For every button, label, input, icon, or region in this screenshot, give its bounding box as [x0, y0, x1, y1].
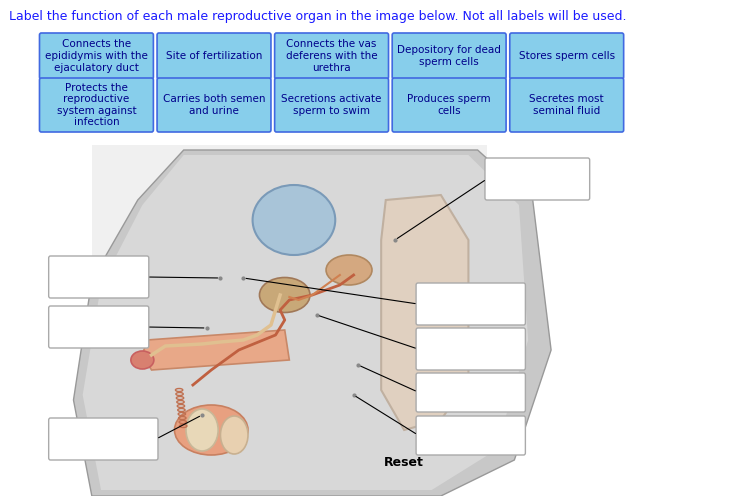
Polygon shape — [74, 150, 551, 496]
FancyBboxPatch shape — [416, 416, 526, 455]
FancyBboxPatch shape — [157, 78, 271, 132]
Text: Produces sperm
cells: Produces sperm cells — [407, 94, 491, 116]
Text: Connects the
epididymis with the
ejaculatory duct: Connects the epididymis with the ejacula… — [45, 39, 148, 72]
Text: Stores sperm cells: Stores sperm cells — [518, 51, 615, 61]
Ellipse shape — [174, 405, 248, 455]
FancyBboxPatch shape — [49, 256, 149, 298]
FancyBboxPatch shape — [274, 33, 388, 79]
FancyBboxPatch shape — [92, 145, 487, 455]
Text: Label the function of each male reproductive organ in the image below. Not all l: Label the function of each male reproduc… — [9, 10, 626, 23]
FancyBboxPatch shape — [274, 78, 388, 132]
Ellipse shape — [131, 351, 154, 369]
Ellipse shape — [220, 416, 248, 454]
FancyBboxPatch shape — [392, 33, 506, 79]
Text: Secretes most
seminal fluid: Secretes most seminal fluid — [529, 94, 604, 116]
Ellipse shape — [253, 185, 335, 255]
FancyBboxPatch shape — [39, 78, 153, 132]
FancyBboxPatch shape — [416, 328, 526, 370]
FancyBboxPatch shape — [157, 33, 271, 79]
FancyBboxPatch shape — [392, 78, 506, 132]
Text: Reset: Reset — [384, 455, 424, 469]
Polygon shape — [381, 195, 469, 430]
Text: Carries both semen
and urine: Carries both semen and urine — [163, 94, 265, 116]
Text: Site of fertilization: Site of fertilization — [166, 51, 262, 61]
FancyBboxPatch shape — [416, 283, 526, 325]
FancyBboxPatch shape — [510, 33, 623, 79]
Ellipse shape — [259, 277, 310, 312]
Text: Connects the vas
deferens with the
urethra: Connects the vas deferens with the ureth… — [285, 39, 377, 72]
FancyBboxPatch shape — [485, 158, 590, 200]
FancyBboxPatch shape — [416, 373, 526, 412]
Text: Protects the
reproductive
system against
infection: Protects the reproductive system against… — [57, 83, 137, 127]
Ellipse shape — [326, 255, 372, 285]
FancyBboxPatch shape — [49, 306, 149, 348]
Polygon shape — [82, 155, 528, 490]
FancyBboxPatch shape — [39, 33, 153, 79]
FancyBboxPatch shape — [510, 78, 623, 132]
Text: Secretions activate
sperm to swim: Secretions activate sperm to swim — [281, 94, 382, 116]
Text: Depository for dead
sperm cells: Depository for dead sperm cells — [397, 45, 501, 67]
FancyBboxPatch shape — [49, 418, 158, 460]
Ellipse shape — [186, 409, 218, 451]
Polygon shape — [142, 330, 289, 370]
